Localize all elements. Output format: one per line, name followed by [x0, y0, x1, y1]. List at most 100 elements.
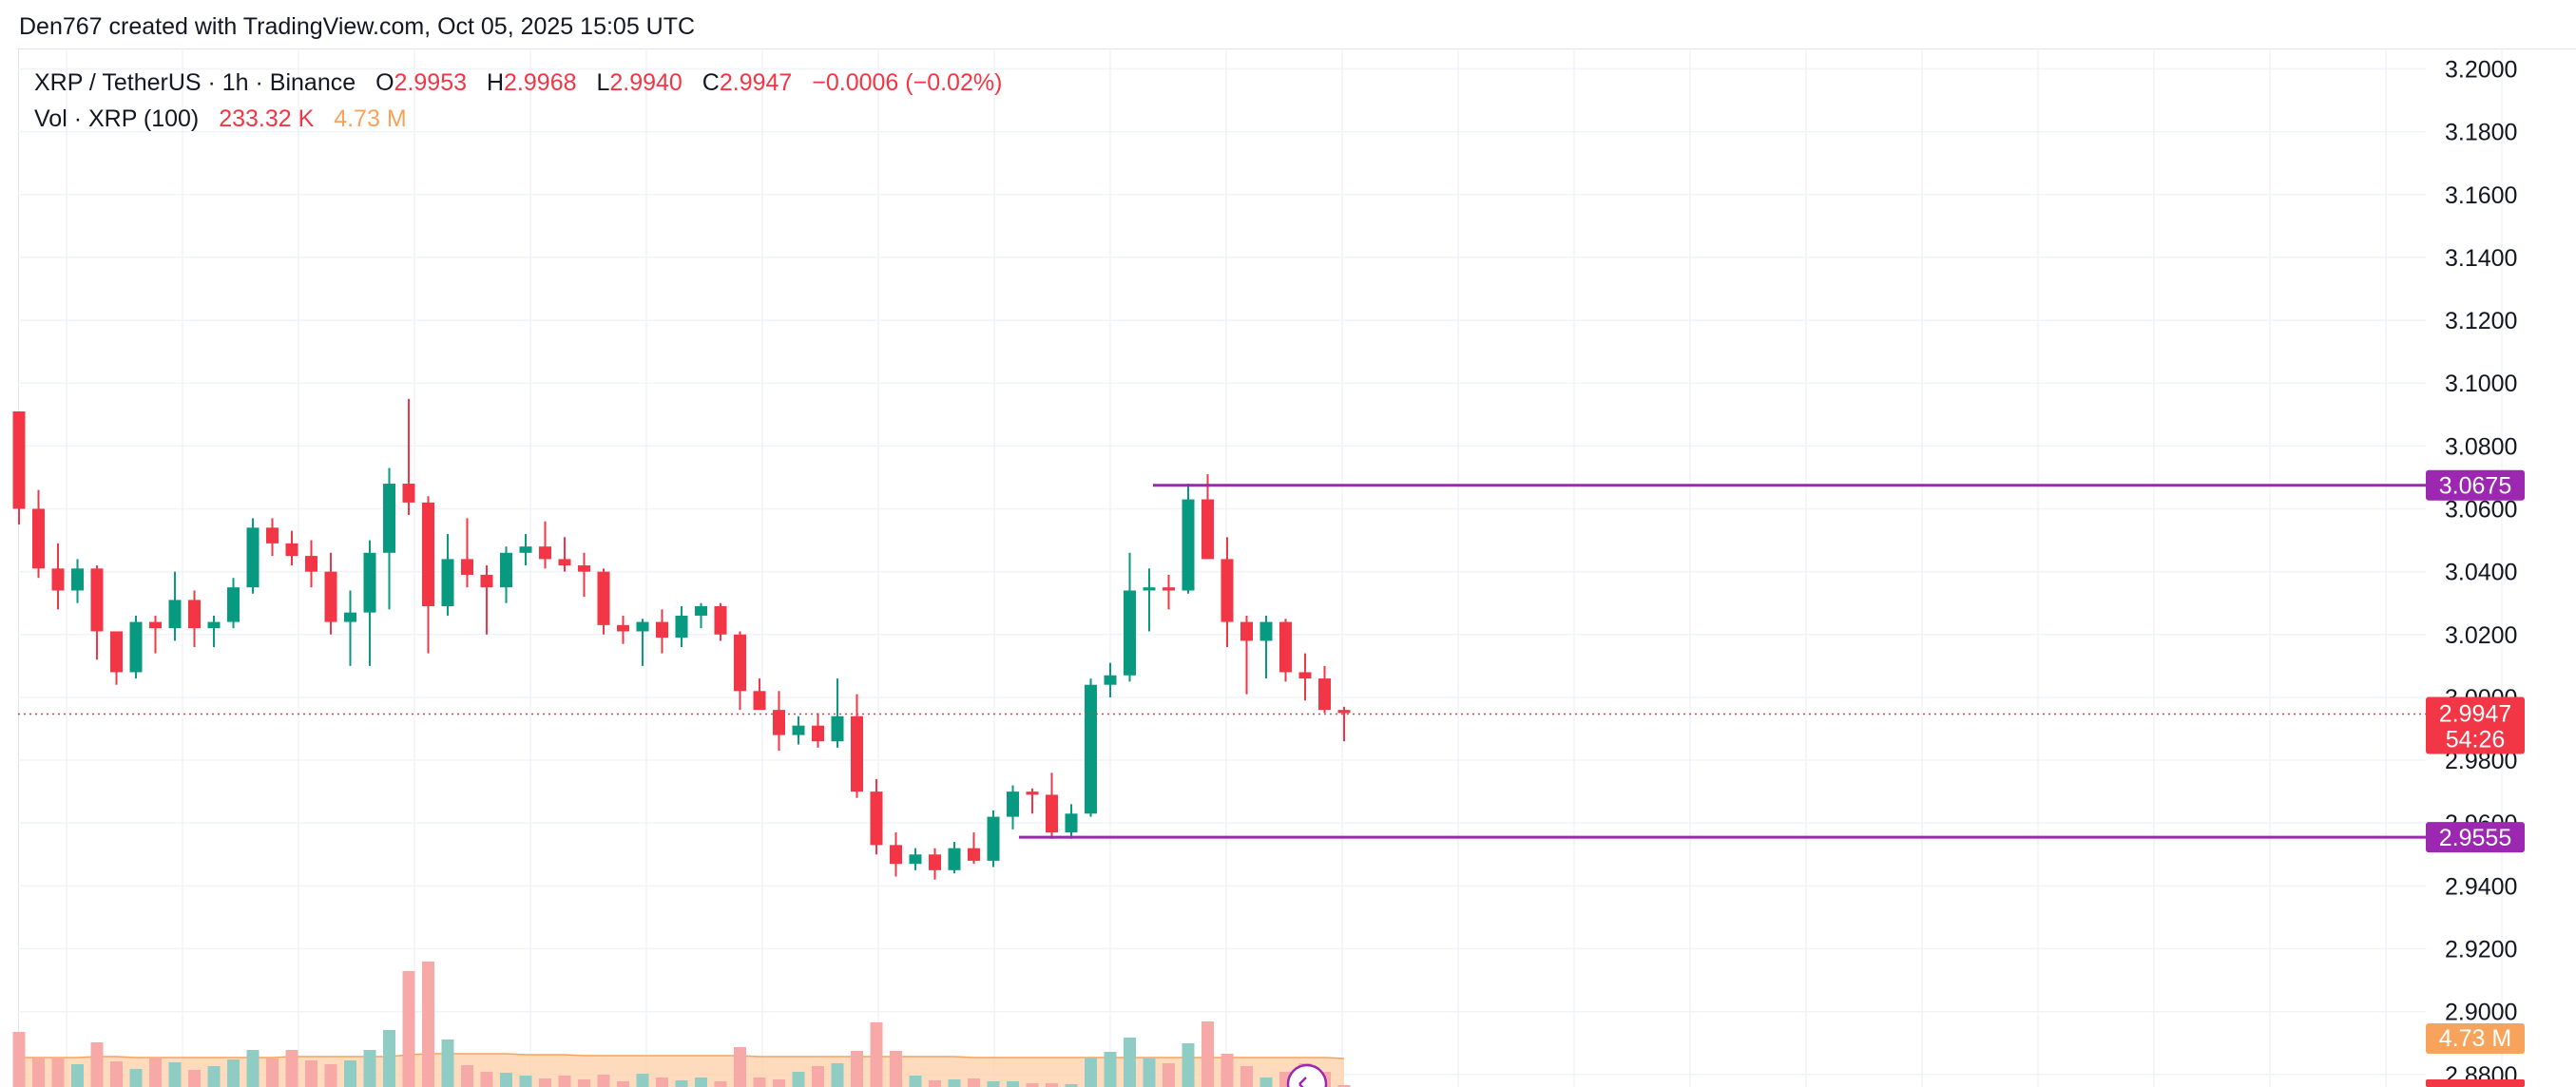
candle-body-60 — [1182, 499, 1195, 591]
volume-bar-4 — [90, 1042, 104, 1087]
candle-53 — [1046, 772, 1058, 839]
candle-body-1 — [32, 508, 45, 569]
candle-body-47 — [929, 854, 941, 870]
candle-body-64 — [1259, 621, 1273, 641]
candle-body-49 — [968, 848, 980, 861]
candle-body-21 — [422, 502, 434, 607]
y-tick-label-3: 3.1400 — [2445, 245, 2517, 272]
candle-66 — [1298, 653, 1312, 701]
candle-52 — [1026, 788, 1039, 814]
volume-bar-64 — [1259, 1077, 1273, 1087]
y-tick-label-0: 3.2000 — [2445, 56, 2517, 83]
y-tick-label-14: 2.9200 — [2445, 936, 2517, 963]
candle-body-65 — [1279, 621, 1292, 673]
candle-25 — [500, 546, 512, 603]
candle-57 — [1124, 552, 1136, 682]
candle-body-35 — [695, 606, 707, 616]
volume-bar-61 — [1201, 1021, 1214, 1087]
volume-bar-23 — [461, 1065, 473, 1087]
candle-body-62 — [1221, 559, 1234, 622]
y-tick-label-13: 2.9400 — [2445, 873, 2517, 900]
volume-bar-7 — [149, 1058, 162, 1087]
candle-9 — [188, 590, 201, 648]
candle-11 — [227, 578, 240, 629]
volume-bar-18 — [363, 1050, 376, 1087]
chart-pane[interactable] — [18, 48, 2576, 1087]
candle-29 — [578, 552, 590, 598]
candle-13 — [266, 518, 279, 557]
candle-19 — [383, 467, 395, 610]
candle-37 — [734, 631, 746, 711]
candle-body-20 — [402, 484, 415, 503]
candle-45 — [890, 832, 902, 877]
volume-bar-42 — [831, 1063, 844, 1087]
volume-bar-6 — [129, 1069, 143, 1087]
last-price-tag: 2.9947 54:26 — [2426, 696, 2525, 754]
y-tick-label-2: 3.1600 — [2445, 182, 2517, 209]
candle-16 — [324, 552, 337, 635]
volume-bar-17 — [344, 1060, 356, 1087]
volume-ma-tag: 4.73 M — [2426, 1023, 2525, 1054]
candle-body-52 — [1026, 791, 1039, 795]
candle-5 — [110, 631, 123, 685]
candle-35 — [695, 602, 707, 629]
candle-64 — [1259, 615, 1273, 679]
candle-26 — [519, 533, 532, 566]
candle-59 — [1163, 574, 1175, 610]
candle-43 — [851, 694, 863, 798]
candle-body-4 — [90, 568, 104, 632]
volume-bar-14 — [285, 1050, 298, 1087]
candle-body-8 — [168, 600, 182, 629]
candle-4 — [90, 565, 104, 660]
volume-bar-37 — [734, 1047, 746, 1087]
candle-body-22 — [441, 559, 454, 607]
candle-body-12 — [246, 527, 260, 588]
volume-indicator-title[interactable]: Vol · XRP (100) — [34, 105, 200, 132]
candle-body-48 — [948, 848, 961, 870]
candle-62 — [1221, 537, 1234, 648]
volume-bar-0 — [12, 1032, 26, 1087]
candle-18 — [363, 540, 376, 666]
volume-bar-60 — [1182, 1043, 1195, 1087]
candle-body-15 — [305, 556, 317, 572]
candle-38 — [753, 678, 766, 711]
candle-body-54 — [1065, 813, 1078, 833]
volume-bar-33 — [656, 1077, 668, 1087]
candle-body-67 — [1318, 678, 1331, 711]
volume-bar-36 — [714, 1081, 727, 1087]
resistance-price-label: 3.0675 — [2439, 473, 2511, 500]
candle-body-9 — [188, 600, 201, 629]
volume-bar-19 — [383, 1030, 395, 1087]
y-tick-label-6: 3.0800 — [2445, 433, 2517, 460]
volume-bar-24 — [480, 1072, 493, 1087]
candle-body-58 — [1143, 587, 1156, 591]
candle-65 — [1279, 619, 1292, 682]
candle-body-18 — [363, 552, 376, 613]
resistance-price-tag: 3.0675 — [2426, 469, 2525, 501]
candle-body-53 — [1046, 794, 1058, 833]
candle-body-40 — [792, 725, 805, 735]
candle-body-57 — [1124, 590, 1136, 676]
candle-54 — [1065, 804, 1078, 839]
candle-body-63 — [1240, 621, 1253, 641]
candle-48 — [948, 842, 961, 874]
volume-bar-57 — [1124, 1038, 1136, 1087]
volume-bar-49 — [968, 1078, 980, 1087]
candle-body-46 — [909, 854, 922, 865]
volume-bar-41 — [812, 1066, 824, 1087]
candle-33 — [656, 609, 668, 654]
candle-body-23 — [461, 559, 473, 575]
symbol-title[interactable]: XRP / TetherUS · 1h · Binance — [34, 69, 356, 96]
price-axis: 3.2000 3.1800 3.1600 3.1400 3.1200 3.1000 3.08… — [2445, 56, 2517, 1087]
go-to-realtime-icon[interactable] — [1286, 1063, 1328, 1087]
candle-body-5 — [110, 631, 123, 673]
bar-countdown-label: 54:26 — [2446, 726, 2506, 753]
chart-legend: XRP / TetherUS · 1h · Binance O2.9953 H2… — [34, 65, 1008, 137]
candle-31 — [617, 615, 629, 644]
y-tick-label-1: 3.1800 — [2445, 120, 2517, 146]
candle-body-14 — [285, 543, 298, 557]
candle-body-59 — [1163, 587, 1175, 591]
close-value: 2.9947 — [719, 69, 793, 96]
candle-36 — [714, 602, 727, 641]
